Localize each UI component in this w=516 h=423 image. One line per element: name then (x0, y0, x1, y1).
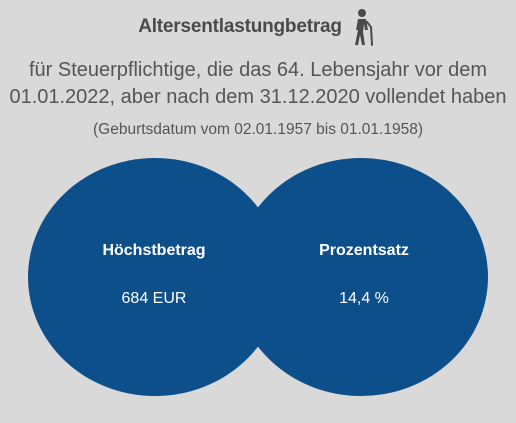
title-row: Altersentlastungbetrag (0, 8, 516, 46)
subtitle: für Steuerpflichtige, die das 64. Lebens… (0, 57, 516, 111)
subtitle-line-1: für Steuerpflichtige, die das 64. Lebens… (28, 59, 488, 81)
subtitle-line-2: 01.01.2022, aber nach dem 31.12.2020 vol… (9, 86, 507, 108)
right-circle-heading: Prozentsatz (319, 242, 409, 259)
left-circle-heading: Höchstbetrag (102, 242, 206, 259)
right-circle-value: 14,4 % (339, 290, 389, 307)
left-circle (28, 158, 282, 396)
left-circle-value: 684 EUR (121, 290, 187, 307)
elderly-person-icon (354, 9, 373, 46)
page-title: Altersentlastungbetrag (138, 16, 342, 37)
right-circle (234, 158, 488, 396)
birthdate-note: (Geburtsdatum vom 02.01.1957 bis 01.01.1… (92, 121, 423, 138)
